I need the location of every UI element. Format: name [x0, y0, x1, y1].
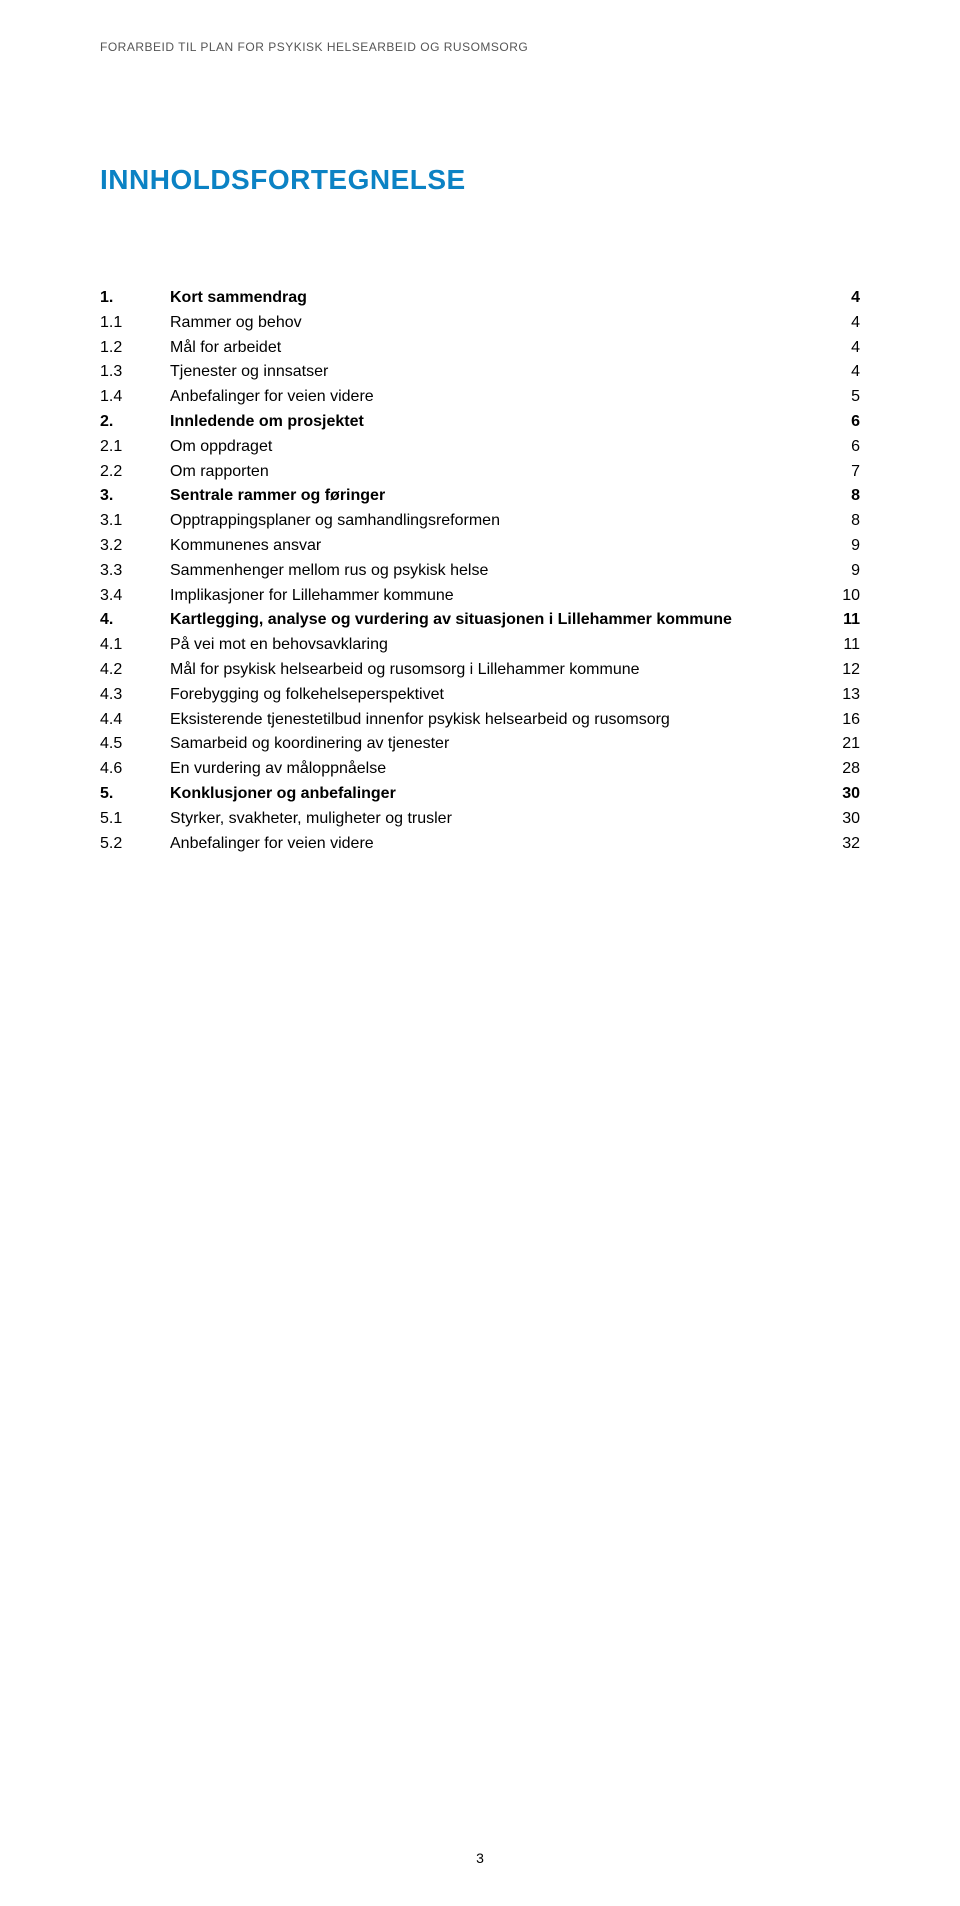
toc-entry-label: Konklusjoner og anbefalinger	[170, 782, 820, 807]
toc-entry-number: 1.4	[100, 385, 170, 410]
toc-entry-label: Anbefalinger for veien videre	[170, 385, 820, 410]
document-page: FORARBEID TIL PLAN FOR PSYKISK HELSEARBE…	[0, 0, 960, 1906]
toc-row: 1.4Anbefalinger for veien videre5	[100, 385, 860, 410]
toc-entry-number: 3.2	[100, 534, 170, 559]
toc-entry-page: 4	[820, 360, 860, 385]
toc-entry-page: 6	[820, 435, 860, 460]
toc-row: 3.2Kommunenes ansvar9	[100, 534, 860, 559]
toc-entry-label: Om rapporten	[170, 460, 820, 485]
toc-row: 4.6En vurdering av måloppnåelse28	[100, 757, 860, 782]
toc-row: 3.Sentrale rammer og føringer8	[100, 484, 860, 509]
toc-entry-number: 4.3	[100, 683, 170, 708]
toc-entry-number: 5.	[100, 782, 170, 807]
toc-entry-label: En vurdering av måloppnåelse	[170, 757, 820, 782]
toc-entry-number: 5.1	[100, 807, 170, 832]
toc-entry-label: Mål for psykisk helsearbeid og rusomsorg…	[170, 658, 820, 683]
toc-entry-page: 10	[820, 584, 860, 609]
toc-entry-number: 4.4	[100, 708, 170, 733]
toc-entry-page: 9	[820, 534, 860, 559]
toc-row: 4.1På vei mot en behovsavklaring11	[100, 633, 860, 658]
toc-entry-number: 4.	[100, 608, 170, 633]
toc-row: 3.3Sammenhenger mellom rus og psykisk he…	[100, 559, 860, 584]
toc-entry-page: 30	[820, 807, 860, 832]
toc-row: 4.2Mål for psykisk helsearbeid og rusoms…	[100, 658, 860, 683]
table-of-contents: 1.Kort sammendrag41.1Rammer og behov41.2…	[100, 286, 860, 856]
toc-row: 1.1Rammer og behov4	[100, 311, 860, 336]
toc-row: 3.1Opptrappingsplaner og samhandlingsref…	[100, 509, 860, 534]
toc-entry-page: 32	[820, 832, 860, 857]
toc-row: 2.1Om oppdraget6	[100, 435, 860, 460]
toc-row: 5.1Styrker, svakheter, muligheter og tru…	[100, 807, 860, 832]
toc-entry-number: 4.6	[100, 757, 170, 782]
toc-entry-label: Anbefalinger for veien videre	[170, 832, 820, 857]
toc-entry-page: 5	[820, 385, 860, 410]
toc-entry-page: 11	[820, 608, 860, 633]
toc-row: 3.4Implikasjoner for Lillehammer kommune…	[100, 584, 860, 609]
toc-entry-label: Eksisterende tjenestetilbud innenfor psy…	[170, 708, 820, 733]
toc-entry-label: Kort sammendrag	[170, 286, 820, 311]
toc-row: 2.2Om rapporten7	[100, 460, 860, 485]
toc-row: 4.5Samarbeid og koordinering av tjeneste…	[100, 732, 860, 757]
toc-entry-page: 9	[820, 559, 860, 584]
toc-row: 4.3Forebygging og folkehelseperspektivet…	[100, 683, 860, 708]
toc-entry-label: Kommunenes ansvar	[170, 534, 820, 559]
toc-entry-number: 1.3	[100, 360, 170, 385]
toc-row: 5.Konklusjoner og anbefalinger30	[100, 782, 860, 807]
toc-entry-number: 2.	[100, 410, 170, 435]
toc-entry-label: Om oppdraget	[170, 435, 820, 460]
toc-entry-label: Samarbeid og koordinering av tjenester	[170, 732, 820, 757]
toc-entry-label: Forebygging og folkehelseperspektivet	[170, 683, 820, 708]
toc-entry-label: På vei mot en behovsavklaring	[170, 633, 820, 658]
toc-entry-number: 3.4	[100, 584, 170, 609]
toc-entry-number: 5.2	[100, 832, 170, 857]
toc-entry-label: Rammer og behov	[170, 311, 820, 336]
toc-row: 4.Kartlegging, analyse og vurdering av s…	[100, 608, 860, 633]
toc-entry-label: Kartlegging, analyse og vurdering av sit…	[170, 608, 820, 633]
toc-entry-label: Innledende om prosjektet	[170, 410, 820, 435]
toc-entry-label: Styrker, svakheter, muligheter og trusle…	[170, 807, 820, 832]
toc-row: 1.Kort sammendrag4	[100, 286, 860, 311]
toc-row: 1.3Tjenester og innsatser4	[100, 360, 860, 385]
toc-entry-label: Sentrale rammer og føringer	[170, 484, 820, 509]
toc-entry-number: 4.1	[100, 633, 170, 658]
toc-entry-label: Mål for arbeidet	[170, 336, 820, 361]
toc-entry-page: 8	[820, 509, 860, 534]
toc-entry-page: 4	[820, 311, 860, 336]
toc-entry-page: 4	[820, 336, 860, 361]
page-title: INNHOLDSFORTEGNELSE	[100, 164, 860, 196]
toc-entry-page: 7	[820, 460, 860, 485]
toc-entry-number: 3.	[100, 484, 170, 509]
toc-row: 1.2Mål for arbeidet4	[100, 336, 860, 361]
toc-entry-number: 1.2	[100, 336, 170, 361]
toc-entry-number: 1.1	[100, 311, 170, 336]
toc-entry-page: 11	[820, 633, 860, 658]
toc-entry-page: 21	[820, 732, 860, 757]
toc-row: 5.2Anbefalinger for veien videre32	[100, 832, 860, 857]
toc-entry-page: 16	[820, 708, 860, 733]
toc-row: 2.Innledende om prosjektet6	[100, 410, 860, 435]
toc-entry-page: 13	[820, 683, 860, 708]
toc-entry-page: 4	[820, 286, 860, 311]
toc-entry-number: 3.1	[100, 509, 170, 534]
toc-entry-page: 30	[820, 782, 860, 807]
toc-row: 4.4Eksisterende tjenestetilbud innenfor …	[100, 708, 860, 733]
toc-entry-page: 28	[820, 757, 860, 782]
toc-entry-label: Sammenhenger mellom rus og psykisk helse	[170, 559, 820, 584]
page-number: 3	[0, 1850, 960, 1866]
running-header: FORARBEID TIL PLAN FOR PSYKISK HELSEARBE…	[100, 40, 860, 54]
toc-entry-number: 2.1	[100, 435, 170, 460]
toc-entry-number: 4.2	[100, 658, 170, 683]
toc-entry-page: 6	[820, 410, 860, 435]
toc-entry-number: 4.5	[100, 732, 170, 757]
toc-entry-label: Implikasjoner for Lillehammer kommune	[170, 584, 820, 609]
toc-entry-label: Opptrappingsplaner og samhandlingsreform…	[170, 509, 820, 534]
toc-entry-number: 1.	[100, 286, 170, 311]
toc-entry-page: 8	[820, 484, 860, 509]
toc-entry-number: 3.3	[100, 559, 170, 584]
toc-entry-page: 12	[820, 658, 860, 683]
toc-entry-number: 2.2	[100, 460, 170, 485]
toc-entry-label: Tjenester og innsatser	[170, 360, 820, 385]
